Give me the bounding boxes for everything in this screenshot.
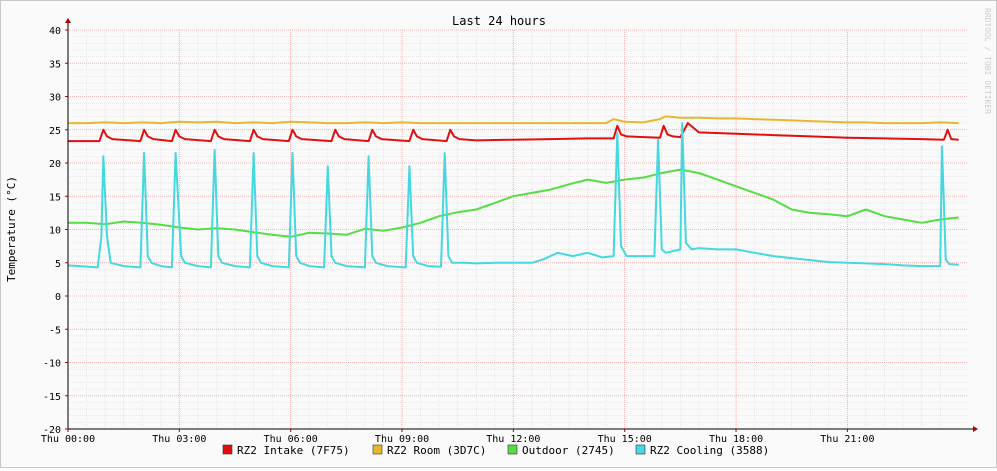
- legend-swatch-0: [222, 444, 233, 455]
- legend-swatch-2: [507, 444, 518, 455]
- legend-label-3: RZ2 Cooling (3588): [650, 444, 769, 457]
- x-tick-label: Thu 15:00: [598, 434, 652, 445]
- y-axis-label: Temperature (°C): [5, 176, 18, 282]
- legend-label-0: RZ2 Intake (7F75): [237, 444, 350, 457]
- legend: RZ2 Intake (7F75) RZ2 Room (3D7C) Outdoor …: [222, 444, 769, 457]
- x-tick-label: Thu 21:00: [820, 434, 874, 445]
- y-tick-label: -15: [43, 392, 61, 403]
- legend-swatch-3: [635, 444, 646, 455]
- y-tick-label: 35: [49, 59, 61, 70]
- y-tick-label: 25: [49, 126, 61, 137]
- y-tick-label: -5: [49, 325, 61, 336]
- y-tick-label: 40: [49, 26, 61, 37]
- series-layer: [67, 115, 959, 269]
- series-line-0: [68, 115, 959, 125]
- x-tick-label: Thu 00:00: [41, 434, 95, 445]
- y-tick-label: 20: [49, 159, 61, 170]
- x-tick-label: Thu 18:00: [709, 434, 763, 445]
- legend-label-1: RZ2 Room (3D7C): [387, 444, 486, 457]
- y-tick-label: 5: [55, 259, 61, 270]
- x-tick-label: Thu 06:00: [264, 434, 318, 445]
- rrdtool-watermark: RRDTOOL / TOBI OETIKER: [983, 8, 992, 114]
- x-tick-label: Thu 09:00: [375, 434, 429, 445]
- series-line-3: [67, 122, 959, 269]
- y-tick-label: -10: [43, 359, 61, 370]
- x-axis-arrow: [973, 426, 978, 432]
- legend-swatch-1: [372, 444, 383, 455]
- series-line-1: [68, 122, 959, 143]
- y-axis-arrow: [65, 18, 71, 23]
- x-tick-label: Thu 12:00: [486, 434, 540, 445]
- axes: [65, 18, 978, 432]
- y-tick-label: 0: [55, 292, 61, 303]
- y-tick-label: 15: [49, 192, 61, 203]
- y-tick-label: -20: [43, 425, 61, 436]
- y-tick-label: 10: [49, 226, 61, 237]
- legend-label-2: Outdoor (2745): [522, 444, 615, 457]
- x-tick-label: Thu 03:00: [152, 434, 206, 445]
- y-tick-label: 30: [49, 93, 61, 104]
- tick-labels: -20 -15 -10 -5 0 5 10 15 20 25 30 35 40 Thu 00:00 Thu …: [41, 26, 875, 445]
- chart-title: Last 24 hours: [452, 14, 546, 28]
